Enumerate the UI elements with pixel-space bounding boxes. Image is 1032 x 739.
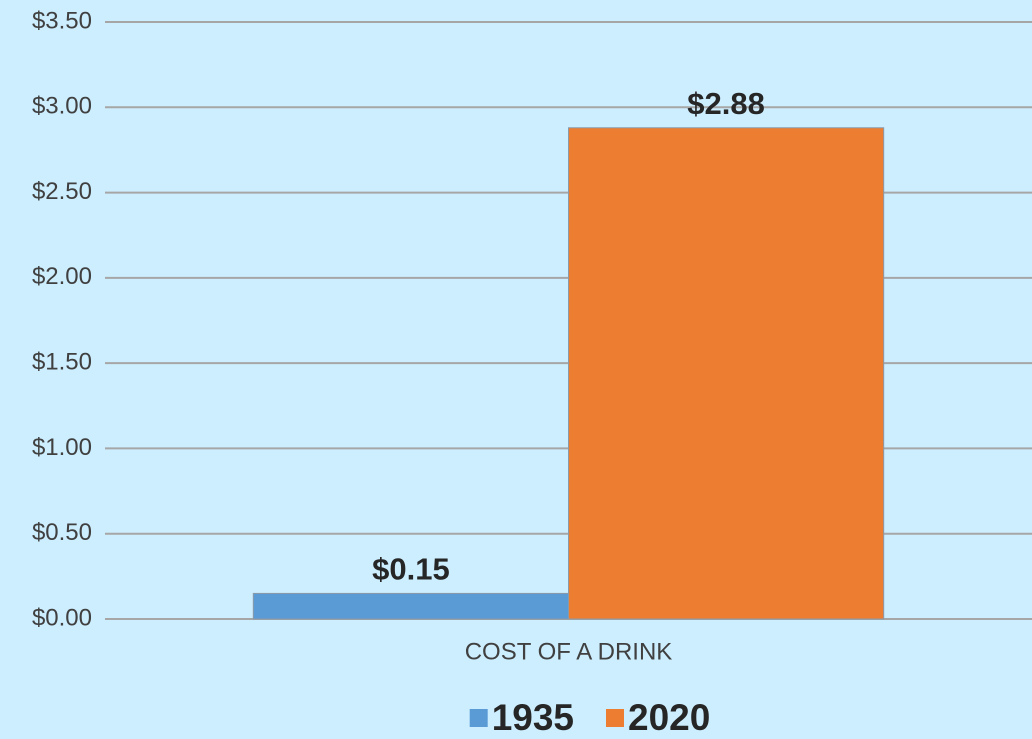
y-tick-label: $1.00 [32,434,92,461]
y-tick-label: $2.50 [32,178,92,205]
y-tick-label: $0.50 [32,519,92,546]
data-label: $0.15 [372,552,450,587]
legend-label: 1935 [492,697,574,738]
y-tick-label: $1.50 [32,348,92,375]
y-tick-label: $3.50 [32,7,92,34]
legend-label: 2020 [628,697,710,738]
y-tick-label: $0.00 [32,604,92,631]
y-tick-label: $3.00 [32,93,92,120]
legend-swatch [469,709,488,727]
y-tick-label: $2.00 [32,263,92,290]
bar [568,127,885,620]
bar [252,592,569,620]
data-label: $2.88 [687,86,765,121]
x-tick-label: COST OF A DRINK [465,638,673,665]
legend-swatch [606,709,624,727]
